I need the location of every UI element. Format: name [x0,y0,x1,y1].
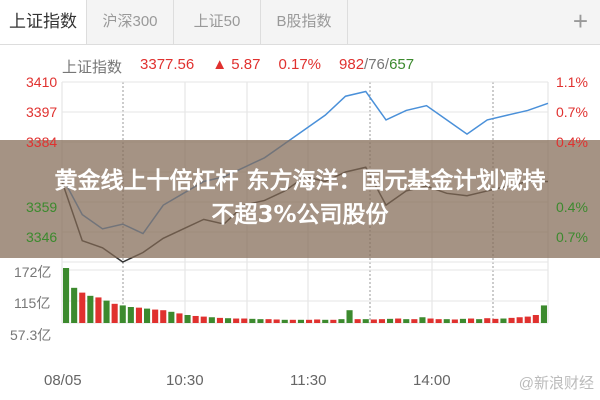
volume-bar [95,297,102,323]
price-label: 3359 [26,199,58,215]
volume-bar [249,318,256,323]
unchanged: 76 [368,56,385,73]
advancers: 982 [339,56,365,73]
volume-bar [387,318,394,323]
volume-bar [395,318,402,323]
pct-label: 0.7% [556,229,588,245]
volume-bar [192,315,199,323]
volume-bar [338,319,345,323]
index-pct: 0.17% [278,56,322,73]
volume-bar [362,319,369,323]
volume-bar [289,319,296,323]
volume-bar [160,310,167,323]
volume-bar [322,319,329,323]
price-label: 3397 [26,104,58,120]
volume-bar [144,308,151,323]
tab-b-share[interactable]: B股指数 [261,0,348,44]
volume-bar [233,318,240,323]
volume-bar [378,319,385,323]
volume-label: 172亿 [14,264,52,280]
price-label: 3346 [26,229,58,245]
volume-bar [127,307,134,323]
pct-label: 0.4% [556,134,588,150]
volume-bar [354,319,361,323]
volume-bar [484,318,491,323]
quote-bar: 上证指数 3377.56 ▲ 5.87 0.17% 982/76/657 [62,56,414,77]
volume-bar [532,315,539,323]
volume-bar [443,319,450,323]
volume-bar [419,317,426,323]
volume-bar [87,295,94,323]
time-label: 08/05 [44,372,82,389]
tab-shanghai-composite[interactable]: 上证指数 [0,0,87,44]
index-price: 3377.56 [140,56,195,73]
pct-label: 0.4% [556,199,588,215]
pct-label: 0.7% [556,104,588,120]
headline-banner: 黄金线上十倍杠杆 东方海洋：国元基金计划减持 不超3%公司股份 [0,140,600,258]
volume-bar [168,311,175,323]
volume-bar [492,318,499,323]
volume-bar [427,318,434,323]
volume-bar [403,319,410,323]
volume-bar [63,268,70,323]
watermark: @新浪财经 [518,375,594,392]
time-label: 14:00 [413,372,451,389]
volume-bar [500,318,507,323]
volume-bar [540,305,547,323]
headline-line1: 黄金线上十倍杠杆 东方海洋：国元基金计划减持 [54,168,546,194]
tab-csi300[interactable]: 沪深300 [87,0,174,44]
volume-bar [435,319,442,323]
volume-bar [71,287,78,323]
breadth: 982/76/657 [339,56,415,73]
volume-bar [265,319,272,323]
time-label: 11:30 [290,372,327,389]
volume-bar [241,318,248,323]
volume-bar [208,317,215,323]
volume-bar [273,319,280,323]
volume-bar [119,305,126,323]
volume-bar [135,307,142,323]
volume-bar [451,319,458,323]
volume-bar [346,310,353,323]
volume-bar [297,319,304,323]
volume-bar [306,319,313,323]
volume-bar [111,303,118,323]
index-name: 上证指数 [62,59,123,76]
decliners: 657 [389,56,415,73]
volume-bar [184,315,191,323]
volume-bar [216,317,223,323]
volume-bar [468,318,475,323]
index-change: ▲ 5.87 [212,56,261,73]
volume-label: 57.3亿 [10,327,52,343]
headline-line2: 不超3%公司股份 [211,202,389,228]
plus-icon[interactable]: + [572,6,588,36]
volume-label: 115亿 [14,295,51,311]
pct-label: 1.1% [556,74,588,90]
tab-sse50[interactable]: 上证50 [174,0,261,44]
volume-bar [152,309,159,323]
volume-bar [459,318,466,323]
volume-bar [314,319,321,323]
volume-bar [330,319,337,323]
volume-bar [411,319,418,323]
time-label: 10:30 [166,372,204,389]
volume-bar [257,319,264,323]
volume-bar [176,313,183,323]
volume-bar [281,319,288,323]
volume-bar [79,292,86,323]
volume-bar [524,316,531,323]
volume-bar [516,317,523,323]
volume-bar [200,316,207,323]
volume-bar [370,319,377,323]
index-tabs: 上证指数 沪深300 上证50 B股指数 + [0,0,600,45]
price-label: 3384 [26,134,58,150]
volume-bar [476,319,483,323]
volume-bar [225,318,232,323]
price-label: 3410 [26,74,58,90]
volume-bar [103,300,110,323]
volume-bar [508,317,515,323]
